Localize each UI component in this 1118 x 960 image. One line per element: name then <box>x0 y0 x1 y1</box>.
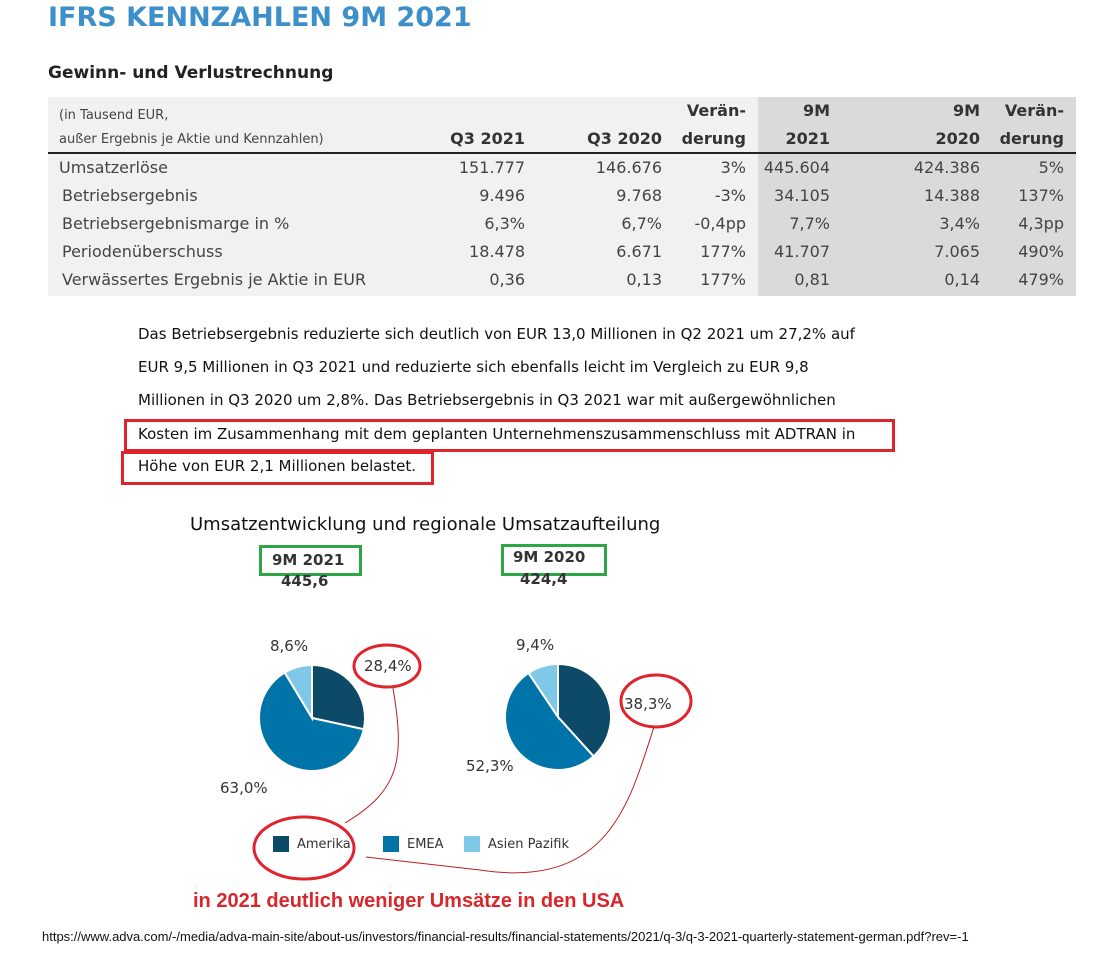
table-cell: 41.707 <box>774 242 830 261</box>
paragraph-line: Kosten im Zusammenhang mit dem geplanten… <box>138 425 856 443</box>
annotation-connector <box>365 726 655 874</box>
table-cell: 3,4% <box>939 214 980 233</box>
column-header: Verän- <box>1004 101 1064 120</box>
table-cell: 0,36 <box>489 270 525 289</box>
table-cell: 4,3pp <box>1018 214 1064 233</box>
highlight-box <box>121 451 434 485</box>
table-cell: 490% <box>1018 242 1064 261</box>
pie-slice-asien-pazifik <box>283 663 313 722</box>
pie-slice-asien-pazifik <box>527 662 559 721</box>
table-cell: 6,3% <box>484 214 525 233</box>
period-highlight-box <box>501 544 607 576</box>
table-cell: 137% <box>1018 186 1064 205</box>
annotation-circle <box>252 815 356 881</box>
table-header-note: außer Ergebnis je Aktie und Kennzahlen) <box>59 132 324 147</box>
paragraph-line: EUR 9,5 Millionen in Q3 2021 und reduzie… <box>138 358 809 376</box>
pie-slice-amerika <box>557 662 612 758</box>
column-header: 9M <box>802 101 830 120</box>
annotation-text: in 2021 deutlich weniger Umsätze in den … <box>193 890 625 912</box>
row-label: Verwässertes Ergebnis je Aktie in EUR <box>62 270 367 289</box>
source-url[interactable]: https://www.adva.com/-/media/adva-main-s… <box>42 929 969 944</box>
pie-slice-label: 38,3% <box>624 695 672 713</box>
pie-slice-label: 63,0% <box>220 779 268 797</box>
table-cell: 9.768 <box>616 186 662 205</box>
pie-period-label: 9M 2020 <box>513 548 586 566</box>
table-cell: 18.478 <box>469 242 525 261</box>
section-title: Gewinn- und Verlustrechnung <box>48 63 334 83</box>
paragraph-line: Höhe von EUR 2,1 Millionen belastet. <box>138 457 417 475</box>
table-cell: 14.388 <box>924 186 980 205</box>
chart-title: Umsatzentwicklung und regionale Umsatzau… <box>190 514 661 535</box>
column-header: Verän- <box>686 101 746 120</box>
page-title: IFRS KENNZAHLEN 9M 2021 <box>48 2 472 33</box>
legend-label: Asien Pazifik <box>488 836 570 852</box>
table-cell: 177% <box>700 242 746 261</box>
pie-period-label: 9M 2021 <box>272 551 345 569</box>
table-cell: -3% <box>714 186 746 205</box>
period-highlight-box <box>259 545 362 576</box>
annotation-circle <box>619 673 693 729</box>
legend-item-emea: EMEA <box>383 836 444 852</box>
table-cell: 177% <box>700 270 746 289</box>
table-cell: 445.604 <box>763 158 830 177</box>
table-cell: 479% <box>1018 270 1064 289</box>
table-cell: -0,4pp <box>694 214 746 233</box>
paragraph-line: Das Betriebsergebnis reduzierte sich deu… <box>138 325 855 343</box>
pie-total-label: 424,4 <box>520 570 568 588</box>
table-cell: 151.777 <box>458 158 525 177</box>
annotation-connector <box>344 687 399 824</box>
legend-label: EMEA <box>407 836 444 852</box>
table-header-divider <box>48 152 1076 154</box>
pie-slice-label: 52,3% <box>466 757 514 775</box>
table-cell: 34.105 <box>774 186 830 205</box>
column-header: 2021 <box>785 129 830 148</box>
kpi-table-9m-shading <box>758 97 1076 296</box>
legend-swatch <box>273 836 289 852</box>
table-cell: 6.671 <box>616 242 662 261</box>
pie-slice-emea <box>258 671 365 772</box>
highlight-box <box>124 419 895 452</box>
table-cell: 7.065 <box>934 242 980 261</box>
table-cell: 9.496 <box>479 186 525 205</box>
column-header: Q3 2021 <box>450 129 525 148</box>
legend-swatch <box>464 836 480 852</box>
column-header: 2020 <box>935 129 980 148</box>
legend-item-asien-pazifik: Asien Pazifik <box>464 836 569 852</box>
table-cell: 3% <box>720 158 746 177</box>
pie-slice-label: 9,4% <box>516 636 555 654</box>
table-cell: 6,7% <box>621 214 662 233</box>
row-label: Betriebsergebnis <box>62 186 198 205</box>
column-header: derung <box>999 129 1064 148</box>
table-header-note: (in Tausend EUR, <box>59 108 169 123</box>
column-header: 9M <box>952 101 980 120</box>
table-cell: 0,81 <box>794 270 830 289</box>
pie-slice-label: 8,6% <box>270 637 309 655</box>
table-cell: 424.386 <box>913 158 980 177</box>
row-label: Umsatzerlöse <box>59 158 168 177</box>
row-label: Periodenüberschuss <box>62 242 223 261</box>
row-label: Betriebsergebnismarge in % <box>62 214 290 233</box>
annotation-marks <box>252 643 693 881</box>
column-header: derung <box>681 129 746 148</box>
table-cell: 146.676 <box>595 158 662 177</box>
table-cell: 0,13 <box>626 270 662 289</box>
legend-item-amerika: Amerika <box>273 836 351 852</box>
legend-label: Amerika <box>297 836 351 852</box>
legend-swatch <box>383 836 399 852</box>
table-cell: 7,7% <box>789 214 830 233</box>
pie-slice-label: 28,4% <box>364 657 412 675</box>
table-cell: 5% <box>1038 158 1064 177</box>
annotation-circle <box>352 643 422 689</box>
column-header: Q3 2020 <box>587 129 662 148</box>
paragraph-line: Millionen in Q3 2020 um 2,8%. Das Betrie… <box>138 391 836 409</box>
pie-slice-emea <box>504 671 595 771</box>
pie-total-label: 445,6 <box>281 572 329 590</box>
table-cell: 0,14 <box>944 270 980 289</box>
pie-slice-amerika <box>311 663 366 731</box>
